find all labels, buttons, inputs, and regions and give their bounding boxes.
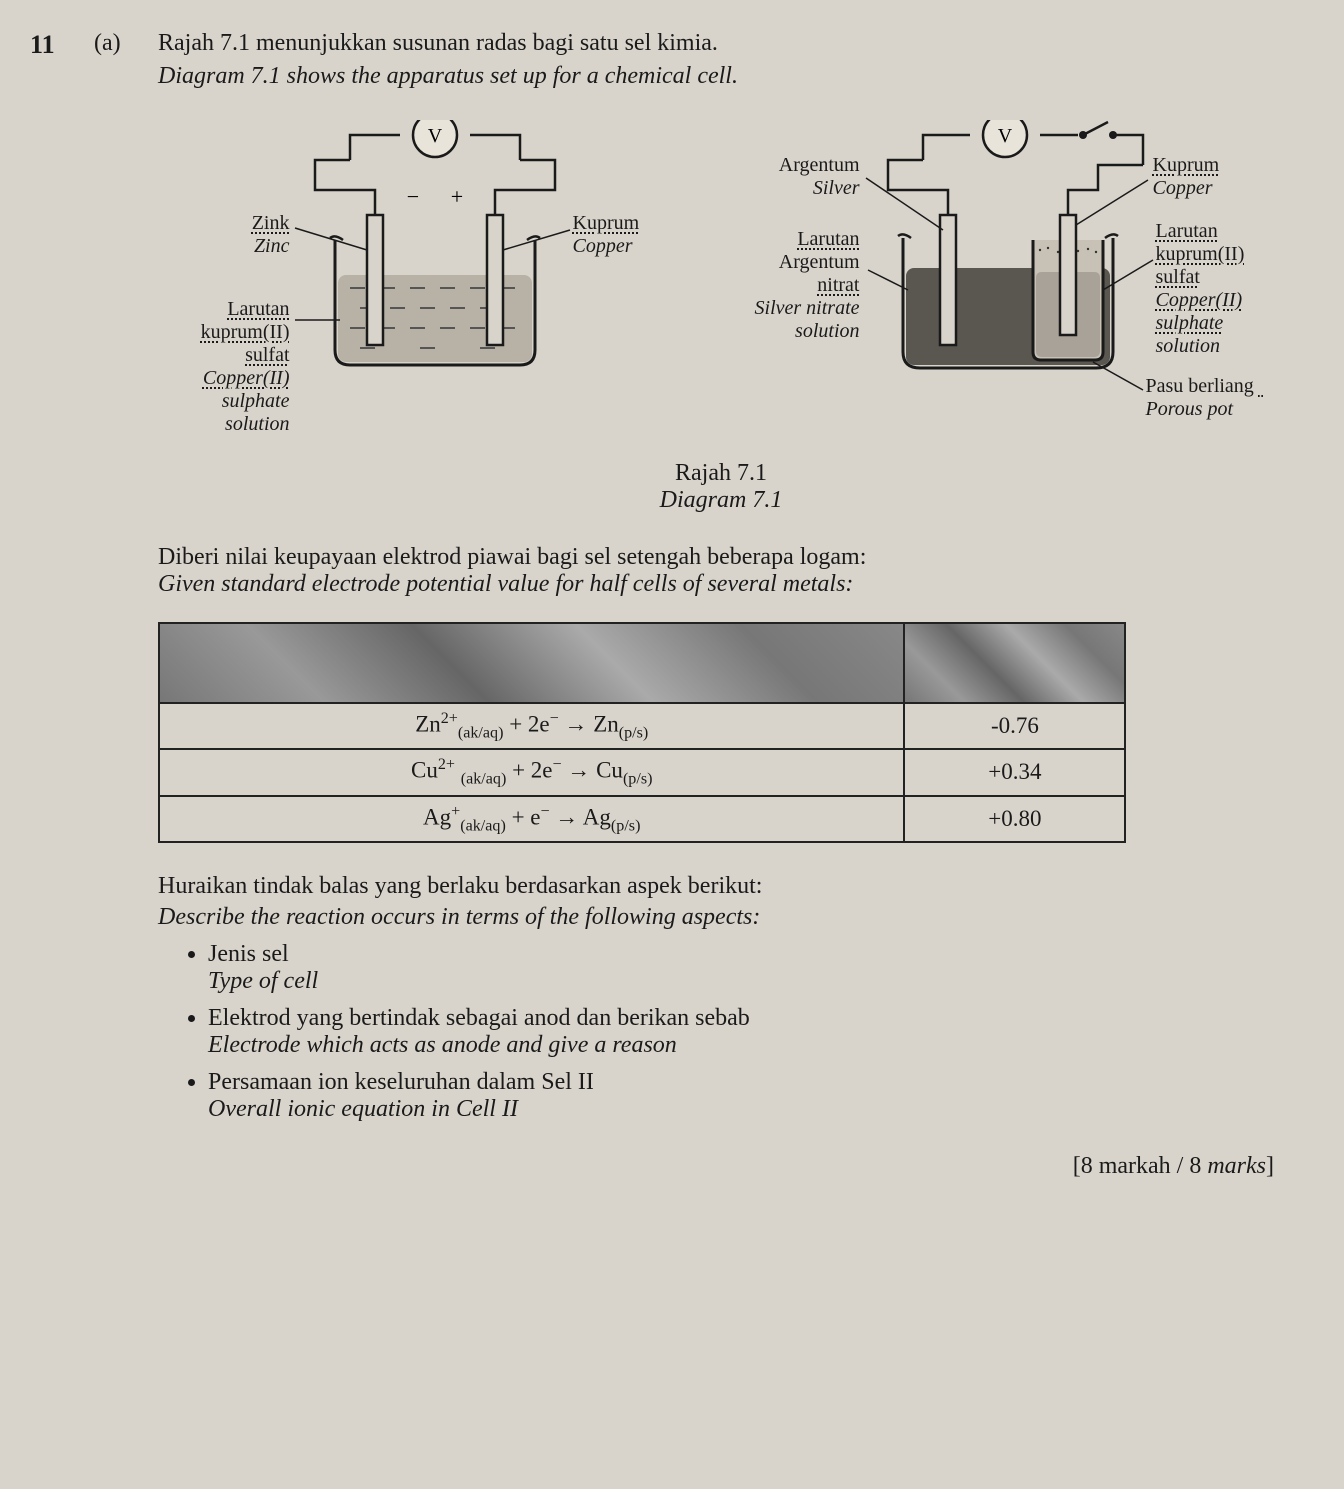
sep-table: .. Zn2+(ak/aq) + 2e− → Zn(p/s) -0.76 Cu2… (158, 622, 1126, 843)
cell2-silver-label: Argentum Silver (779, 154, 860, 200)
cell2-agno3-label: Larutan Argentum nitrat Silver nitrate s… (755, 228, 860, 343)
caption-ms: Rajah 7.1 (675, 460, 767, 486)
diagram-cell-1: V − + (175, 120, 695, 440)
row-cu-val: +0.34 (904, 749, 1125, 795)
question-header: 11 (a) Rajah 7.1 menunjukkan susunan rad… (30, 30, 1284, 1180)
cell2-porous-pot-label: Pasu berliang Porous pot (1146, 375, 1264, 421)
part-letter: (a) (94, 30, 134, 1180)
sep-header-value: . (904, 623, 1125, 703)
cell1-zinc-label: Zink Zinc (252, 212, 290, 258)
sep-header-reaction: . (159, 623, 904, 703)
row-zn-eqn: Zn2+(ak/aq) + 2e− → Zn(p/s) (159, 703, 904, 749)
svg-text:−: − (406, 184, 418, 209)
intro-ms: Rajah 7.1 menunjukkan susunan radas bagi… (158, 30, 1284, 57)
caption-en: Diagram 7.1 (158, 487, 1284, 514)
table-row: Cu2+ (ak/aq) + 2e− → Cu(p/s) +0.34 (159, 749, 1125, 795)
aspects-list: Jenis sel Type of cell Elektrod yang ber… (208, 941, 1284, 1123)
voltmeter-label: V (427, 125, 442, 147)
intro-en: Diagram 7.1 shows the apparatus set up f… (158, 63, 1284, 90)
cell2-copper-label: Kuprum Copper (1153, 154, 1220, 200)
question-number: 11 (30, 30, 70, 1180)
cell2-cuso4-label: Larutan kuprum(II) sulfat Copper(II) sul… (1156, 220, 1268, 358)
cell1-solution-label: Larutan kuprum(II) sulfat Copper(II) sul… (175, 298, 290, 436)
sep-table-body: Zn2+(ak/aq) + 2e− → Zn(p/s) -0.76 Cu2+ (… (159, 703, 1125, 842)
aspect-item: Elektrod yang bertindak sebagai anod dan… (208, 1005, 1284, 1059)
given-ms: Diberi nilai keupayaan elektrod piawai b… (158, 544, 1284, 571)
given-en: Given standard electrode potential value… (158, 571, 1284, 598)
row-cu-eqn: Cu2+ (ak/aq) + 2e− → Cu(p/s) (159, 749, 904, 795)
diagrams-container: V − + (158, 120, 1284, 440)
row-ag-val: +0.80 (904, 796, 1125, 842)
cell1-copper-label: Kuprum Copper (573, 212, 640, 258)
aspect-item: Persamaan ion keseluruhan dalam Sel II O… (208, 1069, 1284, 1123)
table-row: Zn2+(ak/aq) + 2e− → Zn(p/s) -0.76 (159, 703, 1125, 749)
diagram-caption: Rajah 7.1 Diagram 7.1 (158, 460, 1284, 514)
row-zn-val: -0.76 (904, 703, 1125, 749)
table-row: Ag+(ak/aq) + e− → Ag(p/s) +0.80 (159, 796, 1125, 842)
svg-text:+: + (450, 184, 462, 209)
diagram-cell-2: V (748, 120, 1268, 440)
svg-text:V: V (997, 125, 1012, 147)
row-ag-eqn: Ag+(ak/aq) + e− → Ag(p/s) (159, 796, 904, 842)
aspect-item: Jenis sel Type of cell (208, 941, 1284, 995)
given-text: Diberi nilai keupayaan elektrod piawai b… (158, 544, 1284, 598)
marks-label: [8 markah / 8 marks] (158, 1153, 1284, 1180)
instruction-en: Describe the reaction occurs in terms of… (158, 904, 1284, 931)
instruction-ms: Huraikan tindak balas yang berlaku berda… (158, 873, 1284, 900)
question-content: Rajah 7.1 menunjukkan susunan radas bagi… (158, 30, 1284, 1180)
